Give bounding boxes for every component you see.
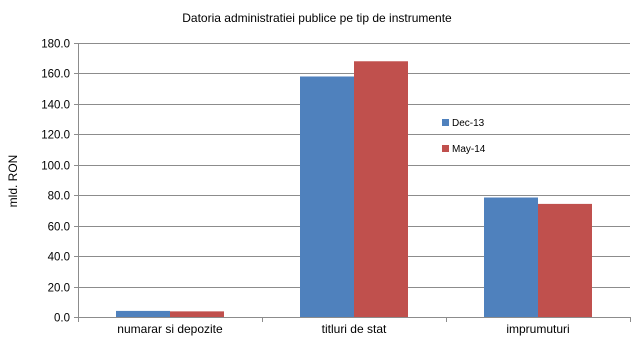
y-tick-label: 100.0: [41, 161, 70, 173]
y-tick-label: 40.0: [48, 252, 70, 264]
y-tick-label: 80.0: [48, 191, 70, 203]
legend-swatch: [442, 145, 449, 152]
legend-label: May-14: [452, 144, 486, 155]
bar-dec-13-2: [300, 76, 354, 317]
legend-swatch: [442, 119, 449, 126]
legend-label: Dec-13: [452, 118, 485, 129]
axes: [74, 43, 631, 322]
x-tick-label: numarar si depozite: [117, 322, 223, 336]
y-tick-label: 120.0: [41, 130, 70, 142]
bar-dec-13-3: [484, 197, 538, 317]
x-axis-ticks: numarar si depozite titluri de stat imprum…: [117, 322, 569, 336]
y-tick-label: 20.0: [48, 283, 70, 295]
y-tick-label: 0.0: [54, 313, 70, 325]
legend: Dec-13 May-14: [442, 118, 486, 155]
y-axis-ticks: 0.0 20.0 40.0 60.0 80.0 100.0 120.0 140.0 160.0 1…: [41, 39, 70, 325]
bar-may-14-3: [538, 203, 592, 317]
y-axis-label: mld. RON: [6, 155, 20, 208]
y-tick-label: 60.0: [48, 222, 70, 234]
y-tick-label: 140.0: [41, 100, 70, 112]
y-tick-label: 160.0: [41, 69, 70, 81]
bar-may-14-2: [354, 61, 408, 318]
y-tick-label: 180.0: [41, 39, 70, 51]
bar-may-14-1: [170, 311, 224, 317]
chart-title: Datoria administratiei publice pe tip de…: [182, 11, 452, 25]
x-tick-label: imprumuturi: [506, 322, 569, 336]
bar-dec-13-1: [116, 310, 170, 317]
x-tick-label: titluri de stat: [322, 322, 387, 336]
bars: [116, 61, 592, 318]
